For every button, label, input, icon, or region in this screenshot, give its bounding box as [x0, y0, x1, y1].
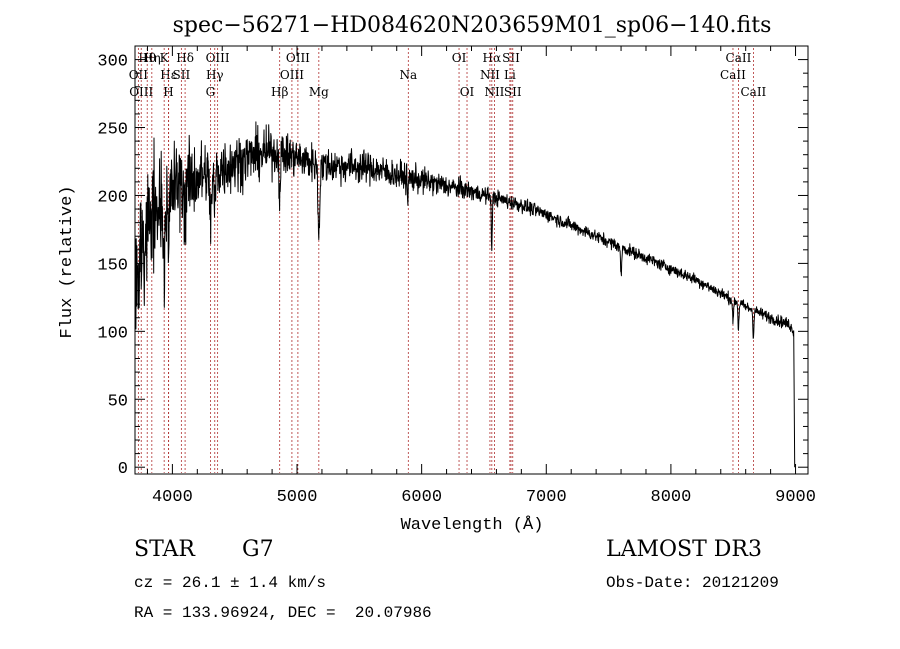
plot-frame	[134, 45, 809, 475]
y-tick-label: 200	[97, 188, 128, 207]
line-marker-label: G	[206, 85, 216, 99]
spectrum-line	[134, 121, 796, 468]
x-tick-label: 7000	[526, 488, 567, 507]
line-marker-label: Hε	[160, 68, 177, 82]
object-class: STAR	[134, 537, 195, 562]
line-marker-label: H	[163, 85, 173, 99]
line-marker-label: CaII	[726, 51, 752, 65]
line-marker-label: Li	[504, 68, 516, 82]
y-tick-label: 250	[97, 121, 128, 140]
line-marker-label: SII	[502, 51, 520, 65]
line-marker-label: K	[160, 51, 170, 65]
y-tick-label: 100	[97, 324, 128, 343]
y-tick-label: 150	[97, 256, 128, 275]
y-tick-label: 0	[118, 460, 128, 479]
object-subclass: G7	[242, 537, 274, 562]
line-marker-label: CaII	[720, 68, 746, 82]
observation-date: Obs-Date: 20121209	[606, 574, 779, 592]
x-tick-label: 6000	[401, 488, 442, 507]
x-tick-label: 9000	[775, 488, 816, 507]
line-marker-label: NII	[480, 68, 500, 82]
line-marker-label: OII	[129, 68, 149, 82]
survey-release: LAMOST DR3	[606, 537, 762, 562]
spectrum-layer	[134, 121, 796, 468]
line-marker-label: CaII	[740, 85, 766, 99]
line-marker-label: OI	[452, 51, 467, 65]
line-marker-label: OIII	[129, 85, 153, 99]
line-marker-label: Na	[399, 68, 417, 82]
axis-layer: 4000 5000 6000 7000 8000 9000 0 50 100 150 200 250 3…	[97, 45, 816, 507]
line-marker-label: Hα	[483, 51, 502, 65]
line-marker-label: OIII	[286, 51, 310, 65]
x-axis-label: Wavelength (Å)	[401, 516, 544, 535]
line-marker-label: OIII	[206, 51, 230, 65]
x-tick-label: 5000	[277, 488, 318, 507]
y-tick-label: 300	[97, 53, 128, 72]
line-marker-label: Mg	[309, 85, 329, 99]
redshift-velocity: cz = 26.1 ± 1.4 km/s	[134, 574, 327, 592]
chart-title: spec−56271−HD084620N203659M01_sp06−140.f…	[173, 13, 772, 38]
line-marker-label: Hη	[143, 51, 161, 65]
y-axis-label: Flux (relative)	[58, 185, 77, 338]
line-marker-label: OIII	[280, 68, 304, 82]
x-tick-label: 8000	[651, 488, 692, 507]
x-tick-label: 4000	[152, 488, 193, 507]
line-marker-label: OI	[460, 85, 475, 99]
line-marker-label: Hδ	[176, 51, 194, 65]
line-marker-label: SII	[504, 85, 522, 99]
y-tick-label: 50	[108, 392, 128, 411]
sky-coordinates: RA = 133.96924, DEC = 20.07986	[134, 604, 432, 622]
line-marker-label: Hγ	[206, 68, 224, 82]
line-marker-label: NII	[484, 85, 504, 99]
line-marker-label: Hβ	[271, 85, 288, 99]
line-marker-label: SII	[173, 68, 191, 82]
